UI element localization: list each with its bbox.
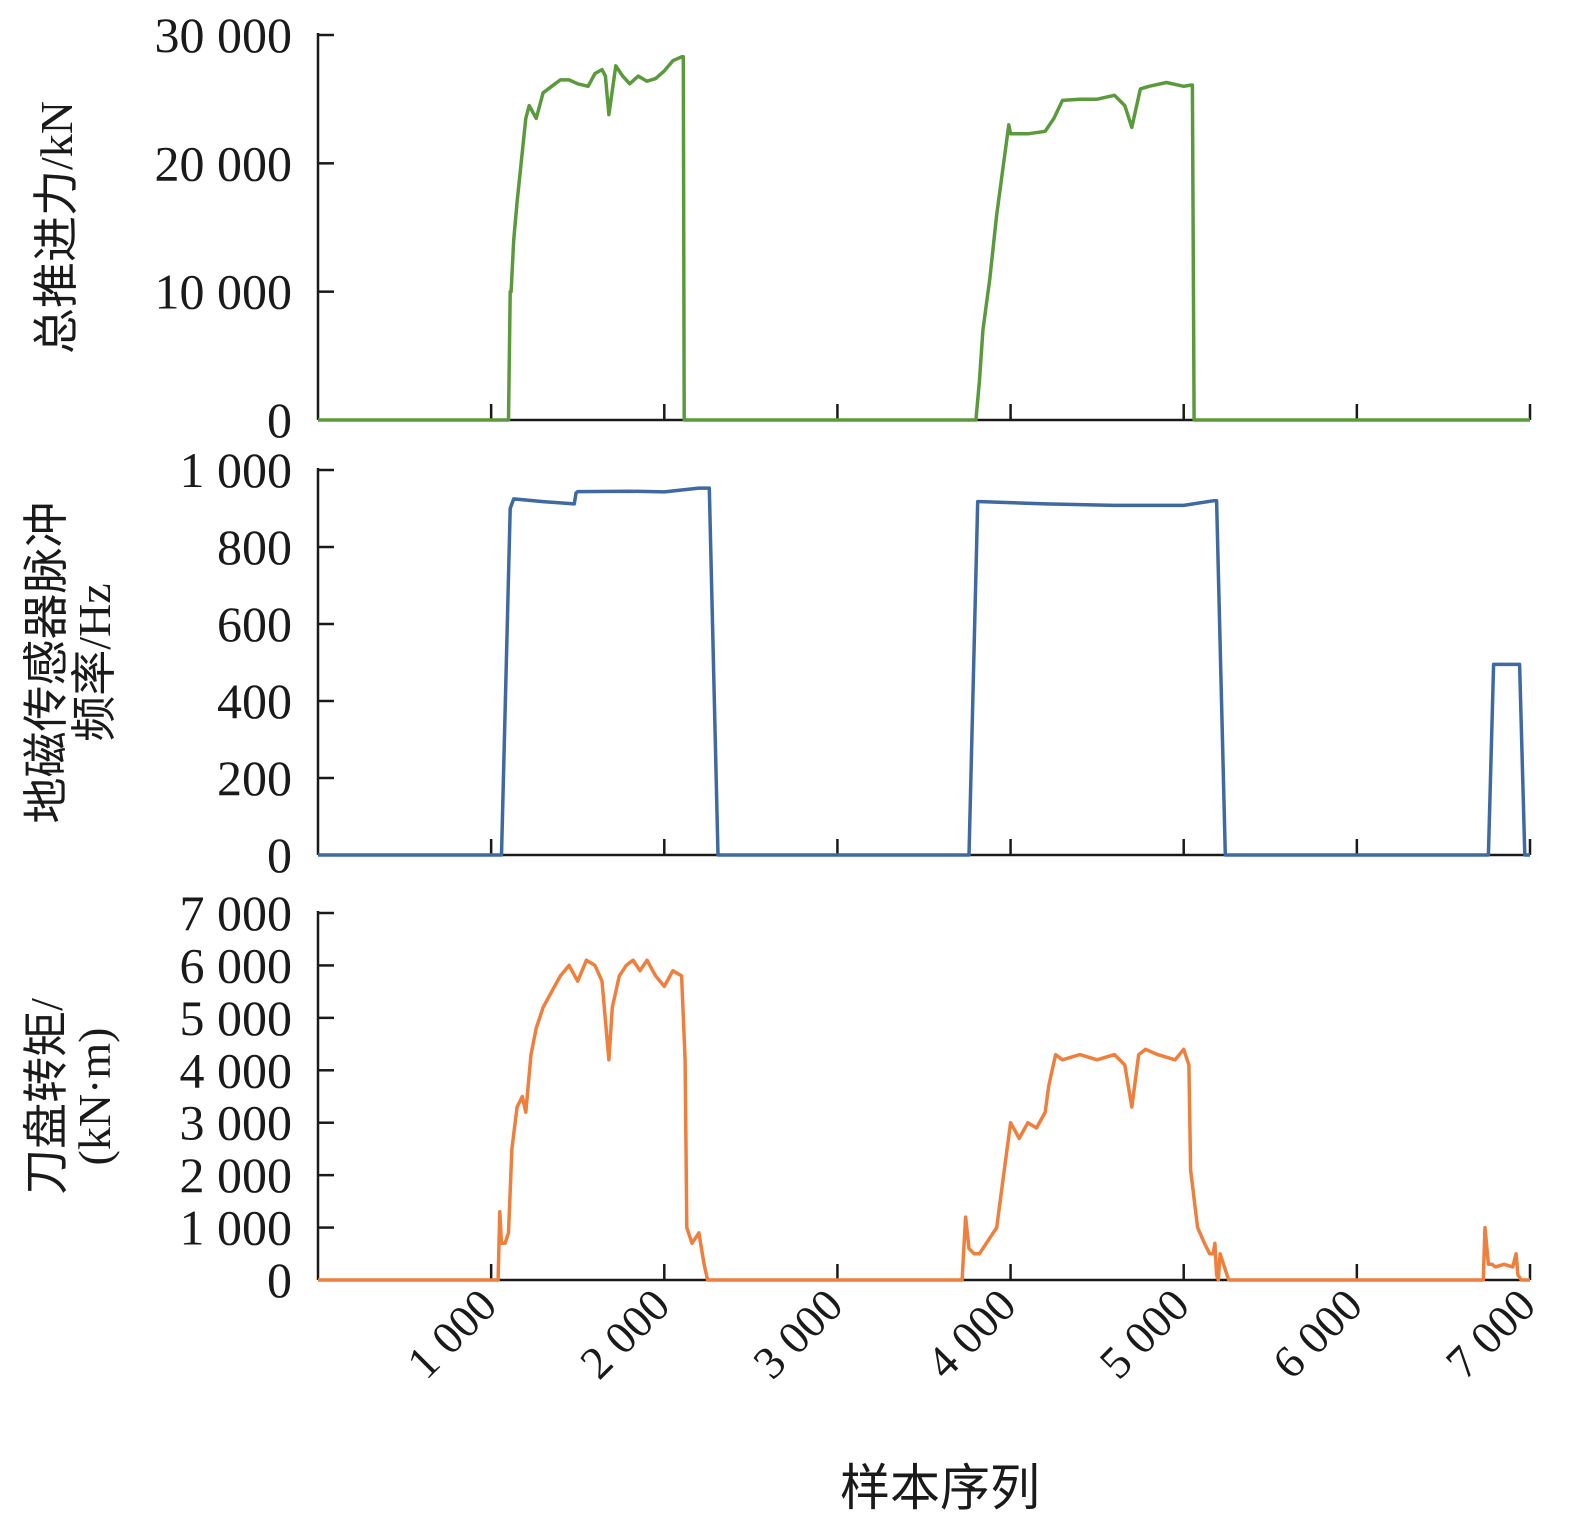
y-axis-title-3-line1: 刀盘转矩/ [21, 998, 72, 1195]
y-axis-title-3-line2: (kN·m) [69, 1028, 120, 1166]
y-tick-label-2-4: 600 [217, 596, 292, 652]
y-tick-label-3-5: 4 000 [180, 1042, 293, 1098]
y-tick-label-3-4: 3 000 [180, 1095, 293, 1151]
y-tick-label-2-6: 1 000 [180, 442, 293, 498]
y-tick-label-3-8: 7 000 [180, 885, 293, 941]
y-axis-title-2-line2: 频率/Hz [69, 583, 120, 741]
y-tick-label-3-2: 1 000 [180, 1200, 293, 1256]
x-tick-label-1: 1 000 [397, 1279, 506, 1388]
x-tick-label-4: 4 000 [916, 1279, 1025, 1388]
y-axis-title-2-line1: 地磁传感器脉冲 [21, 502, 72, 824]
y-tick-label-3-3: 2 000 [180, 1147, 293, 1203]
y-axis-title-1: 总推进力/kN [31, 101, 82, 354]
y-tick-label-2-3: 400 [217, 673, 292, 729]
x-tick-label-3: 3 000 [743, 1279, 852, 1388]
x-tick-label-5: 5 000 [1090, 1279, 1199, 1388]
y-tick-label-1-1: 0 [267, 392, 292, 448]
series-line-1 [318, 55, 1530, 422]
series-line-2 [318, 486, 1530, 857]
y-tick-label-2-5: 800 [217, 519, 292, 575]
x-tick-label-7: 7 000 [1436, 1279, 1545, 1388]
x-tick-label-2: 2 000 [570, 1279, 679, 1388]
x-axis-title: 样本序列 [840, 1460, 1040, 1516]
x-tick-label-6: 6 000 [1263, 1279, 1372, 1388]
y-tick-label-2-2: 200 [217, 750, 292, 806]
y-tick-label-1-3: 20 000 [155, 135, 293, 191]
y-tick-label-3-7: 6 000 [180, 937, 293, 993]
y-tick-label-3-1: 0 [267, 1252, 292, 1308]
y-tick-label-2-1: 0 [267, 827, 292, 883]
y-tick-label-3-6: 5 000 [180, 990, 293, 1046]
y-tick-label-1-2: 10 000 [155, 264, 293, 320]
series-line-3 [318, 958, 1530, 1282]
y-tick-label-1-4: 30 000 [155, 7, 293, 63]
